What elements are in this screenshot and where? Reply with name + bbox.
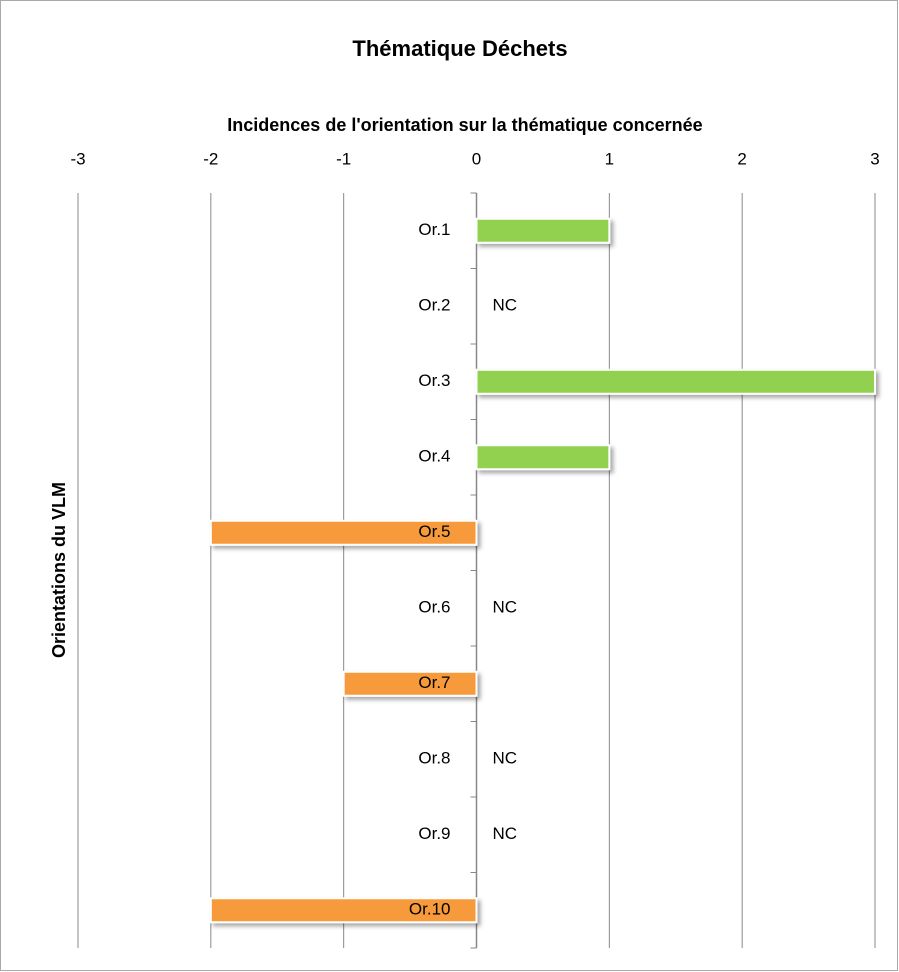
category-label: Or.2 [418,296,450,315]
category-label: Or.3 [418,371,450,390]
category-label: Or.1 [418,220,450,239]
x-tick-label: -1 [336,149,351,168]
value-label: NC [493,824,518,843]
category-label: Or.4 [418,447,450,466]
bar [475,217,611,244]
value-label: NC [493,296,518,315]
bar [209,519,478,546]
x-tick-label: 1 [605,149,614,168]
x-tick-label: 3 [870,149,879,168]
y-axis-title: Orientations du VLM [49,482,69,658]
category-label: Or.7 [418,673,450,692]
x-tick-label: -2 [203,149,218,168]
category-label: Or.9 [418,824,450,843]
x-axis-title: Incidences de l'orientation sur la théma… [227,115,702,135]
chart-title: Thématique Déchets [352,36,567,61]
bar [342,670,478,697]
x-tick-label: 0 [472,149,481,168]
category-label: Or.10 [409,900,451,919]
value-label: NC [493,598,518,617]
category-label: Or.8 [418,749,450,768]
category-label: Or.5 [418,522,450,541]
x-tick-label: -3 [70,149,85,168]
bar [209,897,478,924]
bar [475,368,876,395]
bar [475,444,611,471]
x-tick-label: 2 [737,149,746,168]
category-label: Or.6 [418,598,450,617]
value-label: NC [493,749,518,768]
